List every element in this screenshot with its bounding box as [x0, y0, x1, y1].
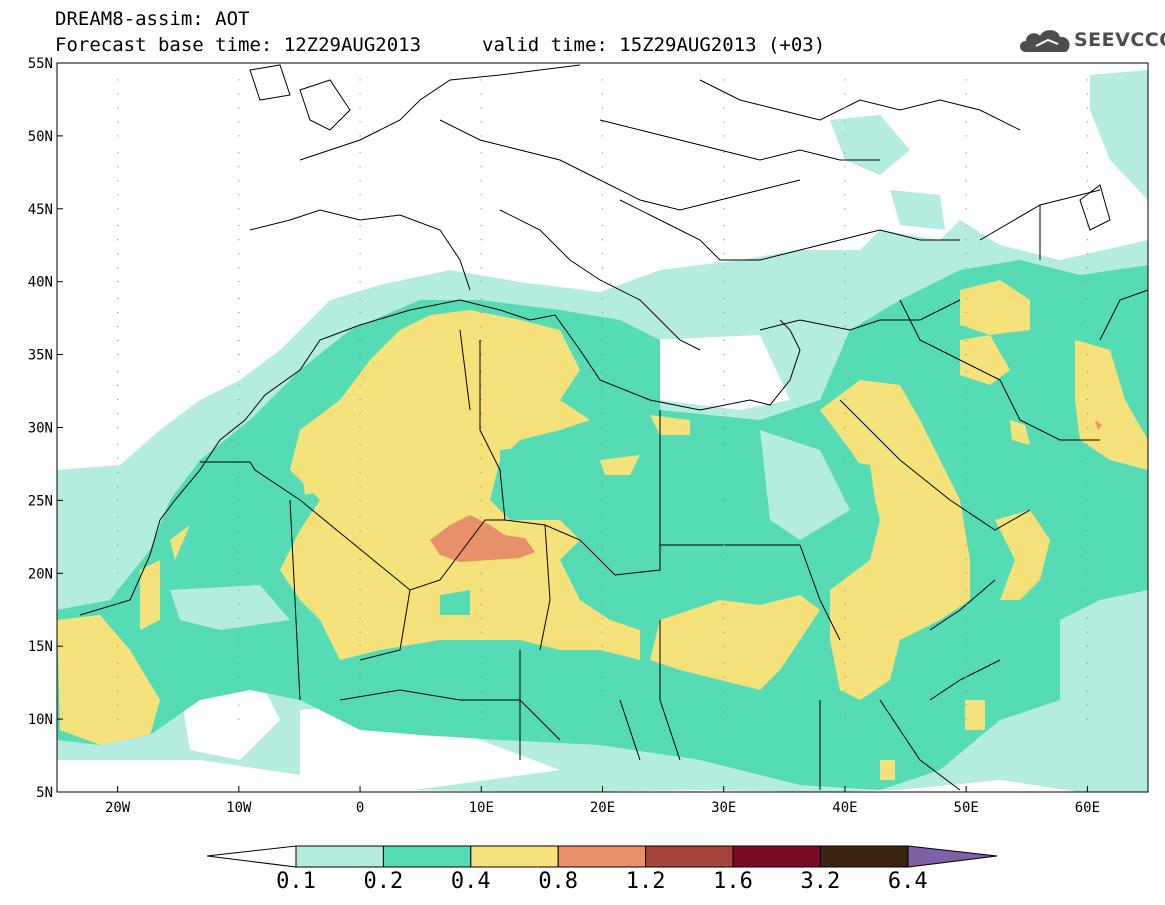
colorbar-box: [557, 845, 647, 868]
valid-time: valid time: 15Z29AUG2013 (+03): [482, 34, 826, 56]
lat-label: 10N: [28, 712, 53, 728]
seevccc-logo: [1020, 30, 1070, 52]
lon-label: 10W: [226, 800, 252, 816]
colorbar: [206, 845, 998, 868]
lat-label: 40N: [28, 275, 53, 291]
colorbar-box: [819, 845, 909, 868]
lon-label: 20W: [105, 800, 131, 816]
colorbar-box: [470, 845, 559, 868]
colorbar-upper-arrow: [907, 845, 998, 868]
lon-label: 20E: [590, 800, 615, 816]
colorbar-label: 0.8: [538, 869, 579, 894]
colorbar-label: 3.2: [800, 869, 841, 894]
chart-title: DREAM8-assim: AOT: [55, 8, 250, 30]
lat-label: 5N: [36, 785, 53, 801]
colorbar-lower-arrow: [206, 845, 297, 868]
lat-label: 25N: [28, 493, 53, 509]
lat-label: 45N: [28, 202, 53, 218]
colorbar-box: [295, 845, 384, 868]
lat-label: 50N: [28, 129, 53, 145]
lat-label: 30N: [28, 421, 53, 437]
lat-label: 35N: [28, 348, 53, 364]
lat-label: 15N: [28, 639, 53, 655]
lat-lon-grid: [116, 79, 1089, 720]
lat-label: 55N: [28, 56, 53, 72]
colorbar-box: [732, 845, 821, 868]
colorbar-label: 1.2: [625, 869, 666, 894]
colorbar-box: [645, 845, 734, 868]
lon-label: 60E: [1075, 800, 1100, 816]
colorbar-label: 0.1: [276, 869, 316, 894]
lat-label: 20N: [28, 566, 53, 582]
lon-label: 30E: [711, 800, 736, 816]
colorbar-label: 6.4: [887, 869, 928, 894]
aot-contour-0.8: [430, 515, 535, 562]
aot-contour-0.4: [280, 310, 640, 660]
colorbar-label: 0.2: [363, 869, 404, 894]
colorbar-label: 0.4: [450, 869, 491, 894]
lon-label: 40E: [832, 800, 857, 816]
colorbar-label: 1.6: [713, 869, 753, 894]
lon-label: 0: [356, 800, 364, 816]
forecast-base-time: Forecast base time: 12Z29AUG2013: [55, 34, 422, 56]
colorbar-box: [382, 845, 472, 868]
lon-label: 50E: [954, 800, 979, 816]
lon-label: 10E: [469, 800, 494, 816]
logo-text: SEEVCCC: [1074, 29, 1165, 51]
